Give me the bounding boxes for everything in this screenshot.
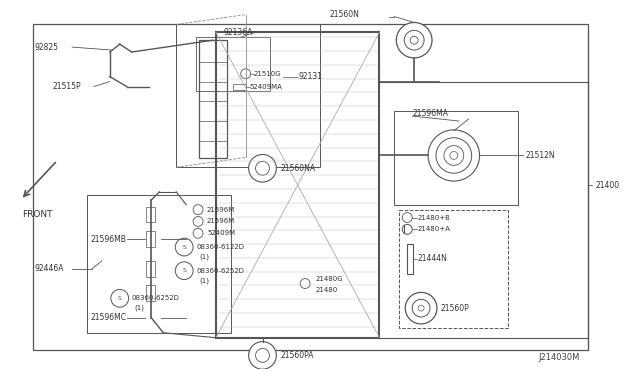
Bar <box>87 195 231 333</box>
Text: 21596MA: 21596MA <box>412 109 448 118</box>
Text: (1): (1) <box>134 305 145 311</box>
Circle shape <box>404 31 424 50</box>
Bar <box>196 37 271 92</box>
Circle shape <box>428 130 479 181</box>
Text: (1): (1) <box>199 277 209 284</box>
Circle shape <box>193 217 203 227</box>
Text: 92136A: 92136A <box>224 28 253 37</box>
Text: 21560N: 21560N <box>330 10 360 19</box>
Bar <box>33 25 588 350</box>
Text: 21400: 21400 <box>596 180 620 189</box>
Circle shape <box>410 36 418 44</box>
Circle shape <box>405 292 437 324</box>
Text: 92825: 92825 <box>35 43 58 52</box>
Bar <box>399 210 508 328</box>
Circle shape <box>412 299 430 317</box>
Text: 21444N: 21444N <box>417 254 447 263</box>
Text: 21480: 21480 <box>315 288 337 294</box>
Circle shape <box>403 224 412 234</box>
Circle shape <box>248 154 276 182</box>
Circle shape <box>175 262 193 280</box>
Text: 21480+B: 21480+B <box>417 215 450 221</box>
Bar <box>145 261 156 277</box>
Text: 52409M: 52409M <box>207 230 235 236</box>
Bar <box>394 111 518 205</box>
Circle shape <box>255 161 269 175</box>
Text: 92131: 92131 <box>298 72 322 81</box>
Bar <box>145 285 156 301</box>
Circle shape <box>111 289 129 307</box>
Bar <box>145 207 156 222</box>
Bar <box>145 231 156 247</box>
Text: J214030M: J214030M <box>538 353 579 362</box>
Text: 52409MA: 52409MA <box>250 84 282 90</box>
Text: 21596MC: 21596MC <box>91 314 127 323</box>
Circle shape <box>396 22 432 58</box>
Text: 21560P: 21560P <box>441 304 470 312</box>
Bar <box>199 40 227 158</box>
Bar <box>233 84 246 90</box>
Circle shape <box>300 279 310 288</box>
Circle shape <box>450 151 458 160</box>
Text: FRONT: FRONT <box>22 210 53 219</box>
Circle shape <box>248 341 276 369</box>
Circle shape <box>241 69 251 78</box>
Circle shape <box>444 145 464 165</box>
Text: 21596M: 21596M <box>207 206 236 213</box>
Text: 21480G: 21480G <box>315 276 342 282</box>
Circle shape <box>193 228 203 238</box>
Text: S: S <box>182 244 186 250</box>
Text: 21512N: 21512N <box>525 151 555 160</box>
Text: 21515P: 21515P <box>52 82 81 91</box>
Circle shape <box>436 138 472 173</box>
Text: (1): (1) <box>199 254 209 260</box>
Circle shape <box>255 349 269 362</box>
Text: 21596M: 21596M <box>207 218 236 224</box>
Circle shape <box>175 238 193 256</box>
Text: 08360-6122D: 08360-6122D <box>196 244 244 250</box>
Text: 21596MB: 21596MB <box>91 235 127 244</box>
Text: S: S <box>182 268 186 273</box>
Text: 21560PA: 21560PA <box>280 351 314 360</box>
Circle shape <box>403 212 412 222</box>
Circle shape <box>418 305 424 311</box>
Text: 21510G: 21510G <box>253 71 281 77</box>
Text: 21560NA: 21560NA <box>280 164 316 173</box>
Text: 08360-6252D: 08360-6252D <box>196 268 244 274</box>
Text: 21480+A: 21480+A <box>417 226 450 232</box>
Bar <box>176 25 320 167</box>
Circle shape <box>193 205 203 215</box>
Text: 08360-6252D: 08360-6252D <box>132 295 180 301</box>
Text: S: S <box>118 296 122 301</box>
Bar <box>407 244 413 274</box>
Text: 92446A: 92446A <box>35 264 64 273</box>
